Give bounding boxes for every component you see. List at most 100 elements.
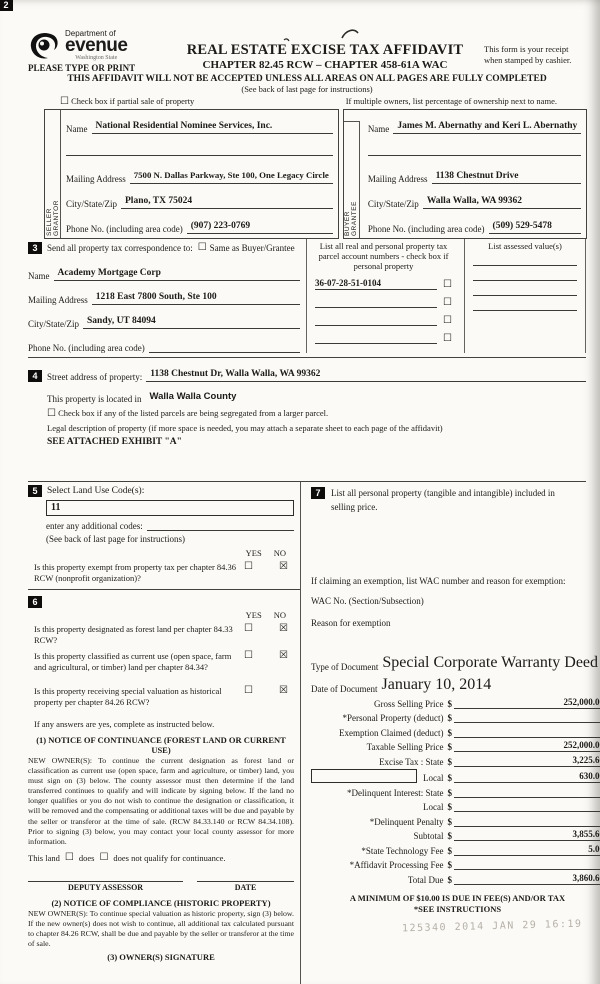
- land-use-code-field[interactable]: 11: [46, 500, 294, 516]
- buyer-section: 2 BUYER GRANTEE Name James M. Abernathy a…: [0, 0, 588, 239]
- exempt-no-checkbox[interactable]: ☒: [279, 561, 288, 572]
- qualify-does-checkbox[interactable]: ☐: [64, 851, 74, 863]
- corr-csz-value[interactable]: Sandy, UT 84094: [87, 316, 156, 326]
- assessed-heading: List assessed value(s): [488, 241, 562, 251]
- finance-block: Type of Document Special Corporate Warra…: [311, 654, 600, 916]
- delinq-penalty-label: *Delinquent Penalty: [369, 816, 444, 827]
- same-as-buyer-checkbox[interactable]: ☐: [197, 242, 207, 253]
- excise-local-value[interactable]: 630.00: [454, 771, 600, 783]
- section-7-badge: 7: [311, 487, 325, 499]
- minimum-note: A MINIMUM OF $10.00 IS DUE IN FEE(S) AND…: [349, 892, 566, 903]
- legal-description-value[interactable]: SEE ATTACHED EXHIBIT "A": [47, 437, 182, 447]
- yes-header-2: YES: [245, 609, 262, 620]
- buyer-name2-field[interactable]: [367, 144, 582, 156]
- delinq-interest-state-label: *Delinquent Interest: State: [347, 787, 444, 798]
- buyer-mailing-value[interactable]: 1138 Chestnut Drive: [435, 171, 519, 181]
- current-use-no-checkbox[interactable]: ☒: [279, 649, 288, 661]
- please-type-label: PLEASE TYPE OR PRINT: [28, 63, 136, 73]
- corr-mailing-value[interactable]: 1218 East 7800 South, Ste 100: [95, 292, 217, 302]
- multiple-owners-note: If multiple owners, list percentage of o…: [345, 96, 557, 106]
- parcel-heading: List all real and personal property tax …: [318, 241, 449, 272]
- gross-price-value[interactable]: 252,000.00: [454, 697, 600, 709]
- buyer-mailing-label: Mailing Address: [367, 174, 428, 184]
- warning-line: THIS AFFIDAVIT WILL NOT BE ACCEPTED UNLE…: [67, 74, 547, 84]
- parcel-checkbox-4[interactable]: ☐: [443, 332, 452, 344]
- forest-no-checkbox[interactable]: ☒: [279, 622, 288, 634]
- doc-date-value[interactable]: January 10, 2014: [381, 676, 492, 693]
- delinq-interest-state-value[interactable]: [454, 786, 600, 798]
- corr-name-value[interactable]: Academy Mortgage Corp: [57, 268, 161, 278]
- assessed-value-4[interactable]: [473, 309, 577, 311]
- form-header: Department of evenue Washington State PL…: [28, 29, 586, 74]
- land-use-section: 5 Select Land Use Code(s): 11 enter any …: [28, 482, 300, 590]
- doc-type-value[interactable]: Special Corporate Warranty Deed: [382, 654, 599, 671]
- historic-yes-checkbox[interactable]: ☐: [244, 684, 253, 696]
- processing-fee-value[interactable]: [454, 858, 600, 870]
- parcel-number-3[interactable]: [315, 314, 438, 326]
- exemption-deduct-value[interactable]: [454, 726, 600, 738]
- subtotal-value[interactable]: 3,855.60: [454, 829, 600, 841]
- exemption-note: If claiming an exemption, list WAC numbe…: [311, 576, 566, 586]
- taxable-price-value[interactable]: 252,000.00: [454, 740, 600, 752]
- notice-compliance-title: (2) NOTICE OF COMPLIANCE (HISTORIC PROPE…: [51, 897, 271, 908]
- qualify-does-label: does: [78, 852, 95, 863]
- parcel-number-4[interactable]: [315, 332, 438, 344]
- owners-signature-label: (3) OWNER(S) SIGNATURE: [107, 952, 215, 963]
- buyer-csz-value[interactable]: Walla Walla, WA 99362: [426, 196, 523, 206]
- exempt-yes-checkbox[interactable]: ☐: [244, 561, 253, 572]
- seller-mailing-value[interactable]: 7500 N. Dallas Parkway, Ste 100, One Leg…: [133, 170, 329, 180]
- current-use-yes-checkbox[interactable]: ☐: [244, 649, 253, 661]
- deputy-assessor-line[interactable]: DEPUTY ASSESSOR: [28, 880, 184, 892]
- form-subtitle: CHAPTER 82.45 RCW – CHAPTER 458-61A WAC: [202, 59, 448, 71]
- delinq-penalty-value[interactable]: [454, 815, 600, 827]
- treasurer-box: [311, 769, 417, 783]
- corr-phone-value[interactable]: [149, 340, 157, 350]
- assessed-value-1[interactable]: [473, 264, 577, 266]
- legal-description-label: Legal description of property (if more s…: [47, 423, 443, 433]
- located-value[interactable]: Walla Walla County: [149, 391, 237, 402]
- parcel-checkbox-1[interactable]: ☐: [443, 278, 452, 290]
- seller-name-value[interactable]: National Residential Nominee Services, I…: [95, 121, 273, 131]
- excise-state-value[interactable]: 3,225.60: [454, 755, 600, 767]
- logo-dept-text: Department of: [65, 29, 116, 38]
- deputy-date-line[interactable]: DATE: [197, 880, 294, 892]
- parcel-number-1[interactable]: 36-07-28-51-0104: [315, 278, 438, 290]
- parcel-number-2[interactable]: [315, 296, 438, 308]
- seller-phone-value[interactable]: (907) 223-0769: [190, 221, 251, 231]
- corr-mailing-label: Mailing Address: [28, 295, 88, 305]
- qualify-does-not-checkbox[interactable]: ☐: [99, 851, 109, 863]
- personal-deduct-value[interactable]: [454, 711, 600, 723]
- if-yes-note: If any answers are yes, complete as inst…: [34, 718, 215, 729]
- excise-state-label: Excise Tax : State: [379, 756, 444, 767]
- partial-sale-checkbox[interactable]: ☐: [60, 96, 69, 107]
- corr-phone-label: Phone No. (including area code): [28, 343, 145, 353]
- parcel-checkbox-3[interactable]: ☐: [443, 314, 452, 326]
- assessed-value-3[interactable]: [473, 294, 577, 296]
- tech-fee-value[interactable]: 5.00: [454, 844, 600, 856]
- parcel-checkbox-2[interactable]: ☐: [443, 296, 452, 308]
- forest-yes-checkbox[interactable]: ☐: [244, 622, 253, 634]
- reason-label: Reason for exemption: [311, 618, 391, 628]
- yes-header: YES: [245, 548, 262, 558]
- buyer-phone-value[interactable]: (509) 529-5478: [492, 221, 552, 231]
- additional-codes-field[interactable]: [146, 519, 294, 531]
- historic-question: Is this property receiving special valua…: [34, 685, 222, 708]
- wac-label: WAC No. (Section/Subsection): [311, 596, 424, 606]
- assessed-value-2[interactable]: [473, 279, 577, 281]
- historic-no-checkbox[interactable]: ☒: [279, 684, 288, 696]
- seller-phone-label: Phone No. (including area code): [66, 224, 183, 234]
- buyer-name-value[interactable]: James M. Abernathy and Keri L. Abernathy: [397, 121, 578, 131]
- total-due-value[interactable]: 3,860.60: [454, 873, 600, 885]
- seller-csz-value[interactable]: Plano, TX 75024: [125, 196, 193, 206]
- corr-name-label: Name: [28, 271, 50, 281]
- street-value[interactable]: 1138 Chestnut Dr, Walla Walla, WA 99362: [150, 369, 321, 379]
- segregated-checkbox[interactable]: ☐: [47, 408, 56, 419]
- see-back-note: (See back of last page for instructions): [241, 84, 373, 94]
- delinq-interest-local-value[interactable]: [454, 800, 600, 812]
- seller-name2-field[interactable]: [66, 144, 333, 156]
- exemption-deduct-label: Exemption Claimed (deduct): [339, 727, 444, 738]
- logo-state-text: Washington State: [75, 55, 118, 61]
- same-as-buyer-label: Same as Buyer/Grantee: [209, 243, 295, 253]
- revenue-logo-icon: [30, 32, 58, 58]
